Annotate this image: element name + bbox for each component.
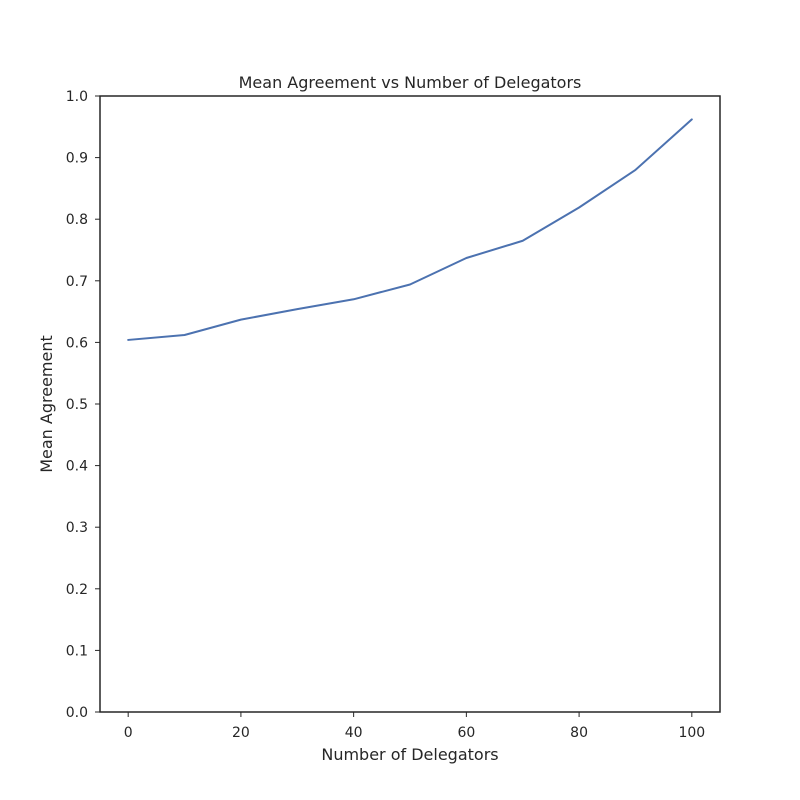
y-tick-label: 0.8 bbox=[66, 212, 88, 228]
chart-title: Mean Agreement vs Number of Delegators bbox=[239, 73, 582, 92]
x-axis-ticks: 0 20 40 60 80 100 bbox=[124, 712, 705, 741]
plot-area bbox=[127, 118, 693, 341]
x-tick-label: 20 bbox=[232, 725, 250, 741]
x-tick-label: 0 bbox=[124, 725, 133, 741]
y-tick-label: 0.0 bbox=[66, 705, 88, 721]
x-tick-label: 80 bbox=[570, 725, 588, 741]
x-tick-label: 40 bbox=[345, 725, 363, 741]
x-axis-label: Number of Delegators bbox=[321, 745, 498, 764]
y-tick-label: 1.0 bbox=[66, 89, 88, 105]
y-tick-label: 0.3 bbox=[66, 520, 88, 536]
x-tick-label: 100 bbox=[678, 725, 705, 741]
y-tick-label: 0.9 bbox=[66, 151, 88, 167]
y-tick-label: 0.2 bbox=[66, 582, 88, 598]
y-tick-label: 0.6 bbox=[66, 335, 88, 351]
y-tick-label: 0.4 bbox=[66, 459, 88, 475]
y-tick-label: 0.1 bbox=[66, 643, 88, 659]
y-tick-label: 0.5 bbox=[66, 397, 88, 413]
y-axis-label: Mean Agreement bbox=[37, 335, 56, 473]
y-tick-label: 0.7 bbox=[66, 274, 88, 290]
y-axis-ticks: 0.0 0.1 0.2 0.3 0.4 0.5 0.6 0.7 0.8 0.9 1.0 bbox=[66, 89, 100, 721]
series-line-0 bbox=[127, 118, 693, 341]
x-tick-label: 60 bbox=[457, 725, 475, 741]
